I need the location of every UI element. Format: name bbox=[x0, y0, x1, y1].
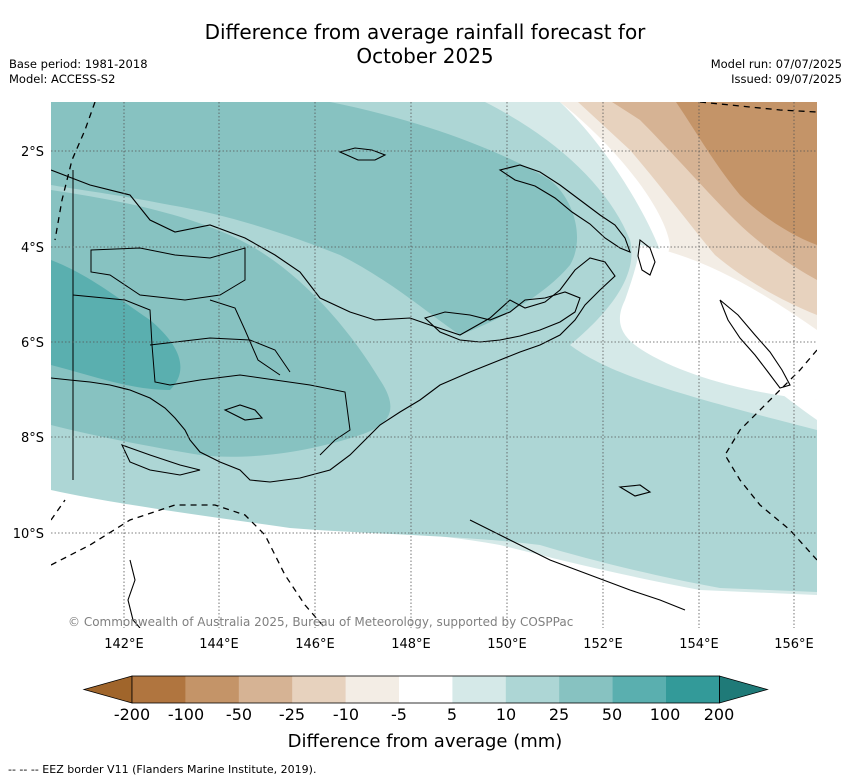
cb-swatch bbox=[292, 676, 347, 703]
lon-label-144e: 144°E bbox=[199, 637, 239, 652]
lon-label-148e: 148°E bbox=[391, 637, 431, 652]
cb-tick-label: -100 bbox=[167, 705, 205, 724]
colorbar-label: Difference from average (mm) bbox=[287, 731, 563, 752]
cb-tick-label: -25 bbox=[278, 705, 306, 724]
manus-coastline bbox=[338, 147, 387, 161]
cb-tick-label: 10 bbox=[495, 705, 517, 724]
coastlines bbox=[51, 147, 791, 628]
cb-swatch bbox=[345, 676, 400, 703]
meta-right: Model run: 07/07/2025 Issued: 09/07/2025 bbox=[711, 57, 842, 87]
lon-label-152e: 152°E bbox=[583, 637, 623, 652]
cb-extend-low bbox=[82, 675, 133, 704]
cb-swatch bbox=[666, 676, 720, 703]
lon-label-156e: 156°E bbox=[774, 637, 814, 652]
band-white-gap bbox=[619, 245, 817, 400]
copyright-text: © Commonwealth of Australia 2025, Bureau… bbox=[68, 615, 574, 629]
solomon-islands-coastline bbox=[719, 299, 791, 389]
lat-label-2s: 2°S bbox=[21, 145, 44, 160]
new-ireland-coastline bbox=[498, 164, 631, 253]
cb-extend-high bbox=[719, 675, 769, 704]
cb-tick-label: 50 bbox=[601, 705, 623, 724]
new-britain-coastline bbox=[423, 291, 581, 343]
new-guinea-coastline bbox=[51, 169, 616, 483]
eez-line-south bbox=[51, 504, 326, 628]
page-title: Difference from average rainfall forecas… bbox=[0, 20, 850, 68]
milne-bay-islands-coastline bbox=[469, 519, 686, 611]
model-run-text: Model run: 07/07/2025 bbox=[710, 57, 842, 71]
cb-tick-label: 25 bbox=[548, 705, 570, 724]
cb-tick-label: -10 bbox=[332, 705, 360, 724]
bougainville-coastline bbox=[637, 238, 656, 276]
cb-swatch bbox=[132, 676, 186, 703]
eez-line-sw bbox=[51, 499, 66, 521]
cb-swatch bbox=[238, 676, 293, 703]
lon-label-142e: 142°E bbox=[104, 637, 144, 652]
lon-label-146e: 146°E bbox=[295, 637, 335, 652]
model-text: Model: ACCESS-S2 bbox=[9, 72, 116, 86]
band-neg-50-100 bbox=[676, 102, 817, 245]
eez-borders bbox=[51, 102, 817, 628]
cb-swatch bbox=[612, 676, 667, 703]
cb-swatch bbox=[185, 676, 240, 703]
title-line-1: Difference from average rainfall forecas… bbox=[204, 20, 646, 44]
torres-strait-coastline bbox=[120, 444, 201, 476]
cb-swatch bbox=[559, 676, 614, 703]
issued-text: Issued: 09/07/2025 bbox=[731, 72, 842, 86]
cb-swatch bbox=[505, 676, 560, 703]
lat-label-10s: 10°S bbox=[13, 527, 44, 542]
woodlark-coastline bbox=[618, 484, 652, 497]
cb-frame bbox=[131, 675, 720, 704]
eez-line-north bbox=[699, 102, 817, 113]
title-line-2: October 2025 bbox=[356, 44, 494, 68]
band-10-25 bbox=[51, 102, 817, 592]
lat-label-8s: 8°S bbox=[21, 431, 44, 446]
cb-swatch bbox=[399, 676, 453, 703]
colorbar bbox=[82, 675, 769, 704]
map-fill-layers bbox=[51, 102, 817, 628]
base-period-text: Base period: 1981-2018 bbox=[9, 57, 148, 71]
cb-tick-label: 200 bbox=[703, 705, 735, 724]
australia-cape-york-coastline bbox=[127, 559, 141, 628]
eez-line-east bbox=[724, 349, 817, 561]
province-borders bbox=[72, 170, 351, 480]
gulf-islands-coastline bbox=[223, 404, 264, 421]
band-50-100 bbox=[51, 260, 181, 390]
eez-note: -- -- -- EEZ border V11 (Flanders Marine… bbox=[8, 763, 317, 776]
lat-label-4s: 4°S bbox=[21, 241, 44, 256]
lon-label-150e: 150°E bbox=[487, 637, 527, 652]
province-lines bbox=[72, 247, 351, 456]
lon-label-154e: 154°E bbox=[679, 637, 719, 652]
cb-tick-label: -5 bbox=[391, 705, 407, 724]
lat-label-6s: 6°S bbox=[21, 336, 44, 351]
graticule bbox=[51, 102, 817, 628]
cb-tick-label: 5 bbox=[446, 705, 458, 724]
cb-tick-label: -50 bbox=[225, 705, 253, 724]
cb-swatch bbox=[452, 676, 507, 703]
cb-tick-label: 100 bbox=[649, 705, 681, 724]
cb-tick-label: -200 bbox=[113, 705, 151, 724]
meta-left: Base period: 1981-2018 Model: ACCESS-S2 bbox=[9, 57, 148, 87]
band-25-50 bbox=[51, 102, 578, 457]
